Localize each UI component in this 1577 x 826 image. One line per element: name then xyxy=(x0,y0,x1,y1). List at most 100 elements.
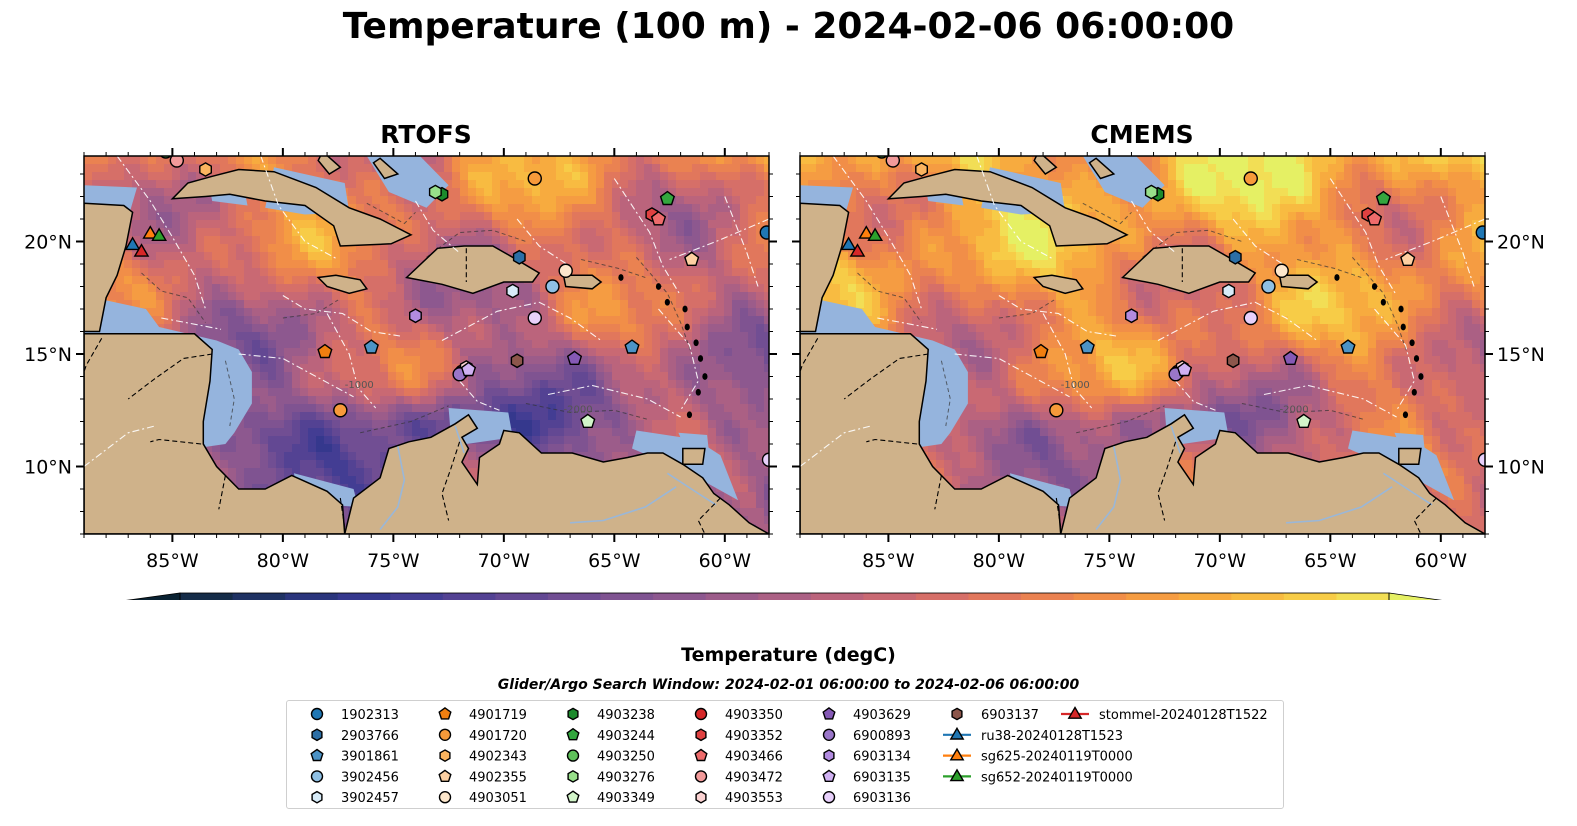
island xyxy=(686,411,693,419)
legend-item: 3902457 xyxy=(311,790,399,806)
float-marker-6903136[interactable] xyxy=(1477,452,1492,467)
legend-marker-4903466[interactable] xyxy=(694,748,708,762)
float-marker-4903349[interactable] xyxy=(580,413,596,428)
float-marker-4902343[interactable] xyxy=(199,162,213,177)
float-marker-4903629[interactable] xyxy=(566,350,583,365)
legend-marker-4903238[interactable] xyxy=(567,707,579,721)
legend-marker-4903553[interactable] xyxy=(695,790,707,804)
legend-marker-stommel-20240128T1522[interactable] xyxy=(1067,706,1083,719)
float-marker-3902457[interactable] xyxy=(506,283,520,299)
legend-marker-4903350[interactable] xyxy=(694,707,708,721)
float-marker-3902457[interactable] xyxy=(1222,283,1236,299)
legend-marker-ru38-20240128T1523[interactable] xyxy=(949,726,965,740)
legend-marker-6900893[interactable] xyxy=(822,728,836,741)
float-marker-4902355[interactable] xyxy=(684,251,700,266)
eez-line xyxy=(547,384,681,418)
float-marker-4903051[interactable] xyxy=(1274,263,1289,278)
float-marker-4903472[interactable] xyxy=(885,154,901,168)
legend-label: 4903238 xyxy=(597,708,655,723)
float-marker-6903136[interactable] xyxy=(761,452,776,467)
float-marker-4902355[interactable] xyxy=(1400,251,1416,266)
river xyxy=(1286,486,1393,524)
glider-marker-sg652-20240119T0000[interactable] xyxy=(151,227,168,242)
float-marker-6903135[interactable] xyxy=(1176,361,1193,377)
glider-marker-stommel-20240128T1522[interactable] xyxy=(849,243,866,257)
float-marker-3901861[interactable] xyxy=(1079,339,1095,354)
rtofs-map[interactable]: -1000 -2000 85°W 80°W 75°W 70°W 65°W 60°W 10°N 15… xyxy=(24,145,777,572)
float-marker-4901720[interactable] xyxy=(333,403,348,418)
float-marker-4901720[interactable] xyxy=(1049,403,1064,418)
lon-tick-label: 80°W xyxy=(257,550,310,572)
glider-marker-sg625-20240119T0000[interactable] xyxy=(142,225,159,239)
legend-marker-4903244[interactable] xyxy=(566,727,580,741)
glider-marker-stommel-20240128T1522[interactable] xyxy=(133,243,150,257)
legend-marker-4903629[interactable] xyxy=(822,707,836,720)
float-marker-6903137[interactable] xyxy=(1226,353,1240,369)
float-marker-4901719[interactable] xyxy=(1033,343,1049,359)
legend-marker-4903349[interactable] xyxy=(566,790,580,803)
float-marker-2903766[interactable] xyxy=(512,249,526,265)
legend-marker-6903135[interactable] xyxy=(822,769,836,783)
legend-marker-6903134[interactable] xyxy=(823,749,835,763)
legend-marker-4903352[interactable] xyxy=(695,728,707,742)
float-marker-6903135[interactable] xyxy=(460,361,477,377)
float-marker-4902343[interactable] xyxy=(915,162,928,177)
legend-marker-4902355[interactable] xyxy=(438,769,452,783)
float-marker-4903244[interactable] xyxy=(659,190,676,206)
float-marker-3902456[interactable] xyxy=(1261,279,1276,294)
float-marker-4901720[interactable] xyxy=(1243,171,1258,186)
float-marker-1902313[interactable] xyxy=(759,225,773,240)
float-marker-3902456[interactable] xyxy=(545,279,560,294)
float-marker-4903349[interactable] xyxy=(1296,413,1312,428)
legend-marker-4901719[interactable] xyxy=(438,707,452,720)
legend-marker-4903472[interactable] xyxy=(694,770,708,783)
float-marker-4903244[interactable] xyxy=(1375,190,1392,206)
float-marker-4903472[interactable] xyxy=(169,154,185,168)
float-marker-4901720[interactable] xyxy=(527,171,542,186)
legend-marker-3902456[interactable] xyxy=(310,770,324,783)
glider-marker-sg625-20240119T0000[interactable] xyxy=(858,225,875,239)
legend-marker-sg625-20240119T0000[interactable] xyxy=(949,747,965,761)
legend-marker-2903766[interactable] xyxy=(311,728,323,742)
glider-marker-ru38-20240128T1523[interactable] xyxy=(124,236,141,251)
float-marker-1902313[interactable] xyxy=(1475,225,1489,240)
float-marker-6903136[interactable] xyxy=(527,310,542,326)
float-marker-4903466[interactable] xyxy=(1366,210,1383,226)
float-marker-4903629[interactable] xyxy=(1282,350,1299,365)
float-marker-6903134[interactable] xyxy=(409,308,422,324)
legend-marker-1902313[interactable] xyxy=(310,707,324,721)
legend-marker-4903250[interactable] xyxy=(566,749,580,762)
legend-marker-4903051[interactable] xyxy=(438,790,452,804)
contour-label: -2000 xyxy=(564,405,593,416)
colorbar-label: Temperature (degC) xyxy=(681,644,896,666)
legend-marker-6903137[interactable] xyxy=(951,707,963,721)
island xyxy=(702,373,708,380)
legend-marker-6903136[interactable] xyxy=(822,790,836,804)
legend-marker-sg652-20240119T0000[interactable] xyxy=(949,768,965,782)
float-marker-4903276[interactable] xyxy=(1144,184,1158,200)
float-marker-4903276[interactable] xyxy=(428,184,442,200)
legend-marker-3902457[interactable] xyxy=(311,790,323,804)
float-marker-4903051[interactable] xyxy=(558,263,573,278)
float-marker-6903137[interactable] xyxy=(510,353,524,369)
lon-tick-label: 75°W xyxy=(367,550,420,572)
float-marker-3901861[interactable] xyxy=(624,339,640,354)
float-marker-2903766[interactable] xyxy=(1228,249,1242,265)
float-marker-6903136[interactable] xyxy=(1243,310,1258,326)
legend-item: 4903250 xyxy=(566,749,655,765)
legend-marker-4901720[interactable] xyxy=(438,728,452,741)
glider-marker-ru38-20240128T1523[interactable] xyxy=(840,236,857,251)
glider-marker-sg652-20240119T0000[interactable] xyxy=(867,227,884,242)
legend-marker-3901861[interactable] xyxy=(310,748,324,762)
float-marker-4903466[interactable] xyxy=(650,210,667,226)
eez-line xyxy=(1232,218,1287,267)
legend-marker-4902343[interactable] xyxy=(439,749,451,763)
float-marker-3901861[interactable] xyxy=(363,339,379,354)
float-marker-4901719[interactable] xyxy=(317,343,333,359)
cmems-map[interactable]: -1000 -2000 85°W 80°W 75°W 70°W 65°W 60°W 10°N 15… xyxy=(792,145,1545,572)
float-marker-6903134[interactable] xyxy=(1124,308,1138,324)
legend-marker-4903276[interactable] xyxy=(567,769,579,783)
island xyxy=(1413,355,1420,362)
float-marker-3901861[interactable] xyxy=(1340,339,1356,354)
colorbar-step xyxy=(337,593,391,600)
